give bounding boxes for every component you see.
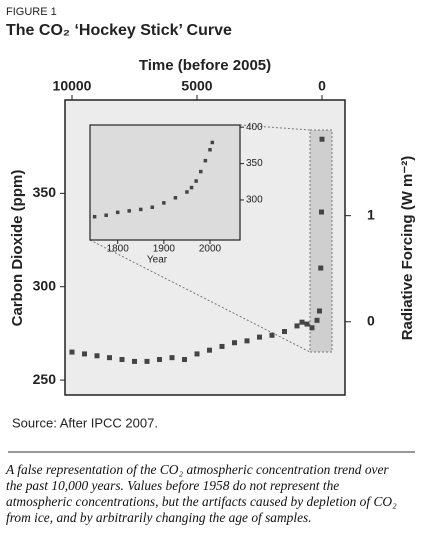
x-tick-label: 10000 <box>53 78 92 94</box>
y2-tick-label: 0 <box>367 312 375 328</box>
y-tick-label: 250 <box>33 371 57 387</box>
data-point <box>107 355 112 361</box>
data-point <box>69 349 75 355</box>
data-point <box>104 213 108 218</box>
inset-area <box>89 124 241 241</box>
highlight-zone <box>309 129 333 353</box>
data-point <box>173 196 178 200</box>
data-point <box>319 209 324 215</box>
x-tick-label: 5000 <box>181 78 212 94</box>
x-tick-label: 1800 <box>107 244 130 255</box>
y2-tick-label: 1 <box>367 206 375 222</box>
y2-axis-title: Radiative Forcing (W m⁻²) <box>399 156 416 341</box>
data-point <box>194 179 198 183</box>
data-point <box>185 190 189 194</box>
data-point <box>203 158 208 163</box>
x-tick-label: 0 <box>318 78 326 94</box>
data-point <box>132 358 137 364</box>
data-point <box>150 205 155 209</box>
data-point <box>169 355 175 361</box>
data-point <box>199 169 203 174</box>
data-point <box>309 325 315 331</box>
inset-x-title: Year <box>147 255 168 266</box>
data-point <box>210 140 215 145</box>
y-tick-label: 300 <box>33 277 57 293</box>
figure-title: The CO₂ ‘Hockey Stick’ Curve <box>6 22 232 39</box>
x-axis-title: Time (before 2005) <box>139 57 271 74</box>
data-point <box>144 358 150 364</box>
data-point <box>282 329 287 335</box>
data-point <box>208 147 212 152</box>
data-point <box>119 357 125 363</box>
x-tick-label: 2000 <box>199 244 222 255</box>
data-point <box>317 308 322 314</box>
data-point <box>244 338 250 344</box>
source: Source: After IPCC 2007. <box>12 415 158 430</box>
data-point <box>194 351 200 357</box>
data-point <box>115 210 120 215</box>
data-point <box>127 209 131 213</box>
data-point <box>314 317 320 323</box>
data-point <box>294 323 300 329</box>
y-tick-label: 350 <box>33 184 57 200</box>
y-axis-title: Carbon Dioxide (ppm) <box>9 170 26 327</box>
data-point <box>82 351 87 357</box>
data-point <box>299 319 305 325</box>
data-point <box>207 347 212 353</box>
data-point <box>92 214 97 219</box>
data-point <box>182 357 187 363</box>
caption: A false representation of the CO₂ atmosp… <box>6 462 397 525</box>
data-point <box>257 334 262 340</box>
data-point <box>189 185 194 190</box>
y-tick-label: 350 <box>246 158 263 169</box>
data-point <box>219 343 225 349</box>
y-tick-label: 300 <box>246 195 263 206</box>
data-point <box>94 353 100 359</box>
data-point <box>162 201 166 205</box>
data-point <box>319 136 325 142</box>
y-tick-label: 400 <box>246 122 263 133</box>
data-point <box>157 357 162 363</box>
x-tick-label: 1900 <box>153 244 176 255</box>
data-point <box>139 207 143 212</box>
figure-label: FIGURE 1 <box>6 6 57 18</box>
data-point <box>304 321 310 327</box>
data-point <box>232 340 237 346</box>
figure: FIGURE 1 The CO₂ ‘Hockey Stick’ Curve Ti… <box>6 6 416 453</box>
data-point <box>318 265 324 271</box>
data-point <box>269 332 275 338</box>
